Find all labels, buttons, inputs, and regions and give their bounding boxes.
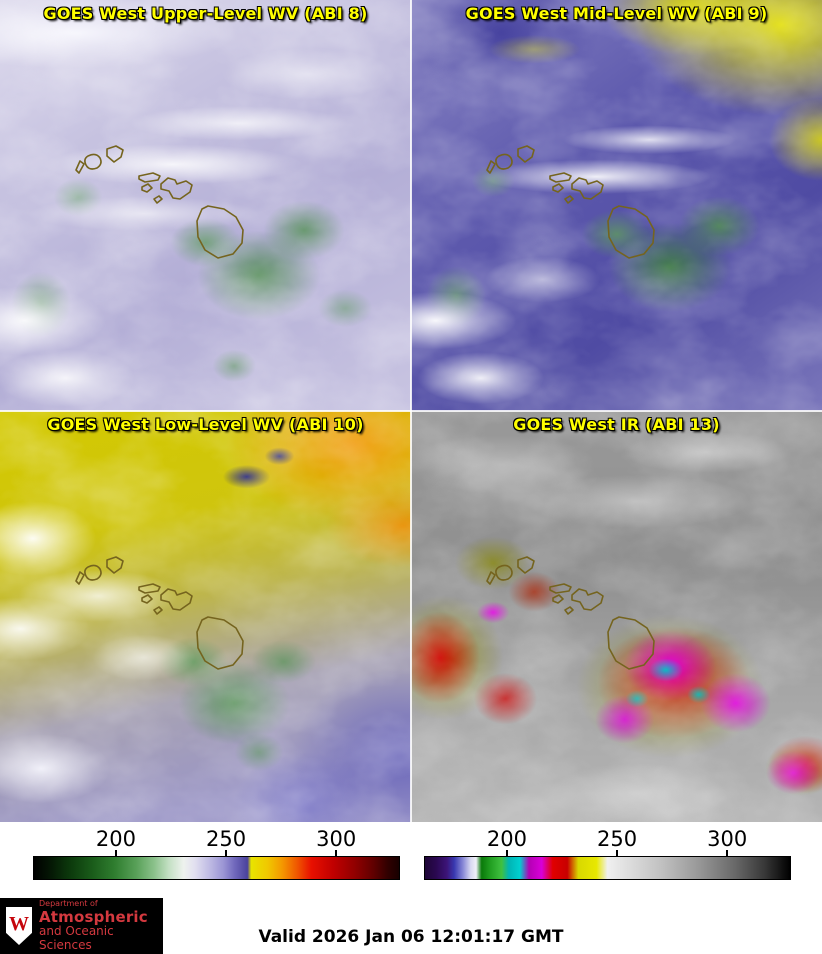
ir-tick-label-250: 250 [596, 827, 638, 851]
mid-wv-imagery-overlay [411, 0, 822, 411]
wv-tickmark [225, 850, 228, 856]
logo-line-oceanic: and Oceanic Sciences [39, 924, 114, 952]
ir-colorbar-gradient [424, 856, 791, 880]
panel-upper-level-wv: GOES West Upper-Level WV (ABI 8) [0, 0, 411, 411]
panel-low-level-wv: GOES West Low-Level WV (ABI 10) [0, 411, 411, 822]
colorbar-ir: 200 250 300 [424, 822, 791, 898]
valid-time-text: Valid 2026 Jan 06 12:01:17 GMT [258, 927, 564, 947]
aos-logo-text: Department of Atmospheric and Oceanic Sc… [39, 898, 163, 953]
wv-tick-label-300: 300 [316, 827, 357, 851]
wv-tickmark [335, 850, 338, 856]
panel-title-abi9: GOES West Mid-Level WV (ABI 9) [465, 4, 768, 23]
low-wv-imagery-overlay [0, 411, 411, 822]
satellite-panel-grid: GOES West Upper-Level WV (ABI 8) GOES We… [0, 0, 822, 822]
wv-tick-label-200: 200 [95, 827, 136, 851]
wv-tick-label-250: 250 [205, 827, 247, 851]
cloud-texture [0, 0, 411, 411]
uw-crest-icon: W [6, 907, 32, 945]
panel-ir: GOES West IR (ABI 13) [411, 411, 822, 822]
upper-wv-imagery-overlay [0, 0, 411, 411]
panel-mid-level-wv: GOES West Mid-Level WV (ABI 9) [411, 0, 822, 411]
cloud-texture [411, 411, 822, 822]
ir-tickmark [616, 850, 619, 856]
wv-tickmark [114, 850, 117, 856]
ir-tickmark [505, 850, 508, 856]
colorbar-wv: 200 250 300 [33, 822, 400, 898]
crest-letter: W [9, 913, 29, 935]
panel-title-abi13: GOES West IR (ABI 13) [513, 415, 720, 434]
cloud-texture [411, 0, 822, 411]
panel-title-abi8: GOES West Upper-Level WV (ABI 8) [43, 4, 368, 23]
ir-tick-label-200: 200 [486, 827, 527, 851]
ir-tickmark [726, 850, 729, 856]
ir-tick-label-300: 300 [707, 827, 748, 851]
uw-aos-logo: W Department of Atmospheric and Oceanic … [0, 898, 163, 954]
ir-imagery-overlay [411, 411, 822, 822]
panel-title-abi10: GOES West Low-Level WV (ABI 10) [47, 415, 364, 434]
footer: W Department of Atmospheric and Oceanic … [0, 898, 822, 954]
wv-colorbar-gradient [33, 856, 400, 880]
panel-divider-horizontal [0, 410, 822, 412]
colorbar-row: 200 250 300 200 250 300 [0, 822, 822, 898]
cloud-texture [0, 411, 411, 822]
logo-line-department: Department of [39, 898, 98, 908]
logo-line-atmospheric: Atmospheric [39, 907, 148, 926]
